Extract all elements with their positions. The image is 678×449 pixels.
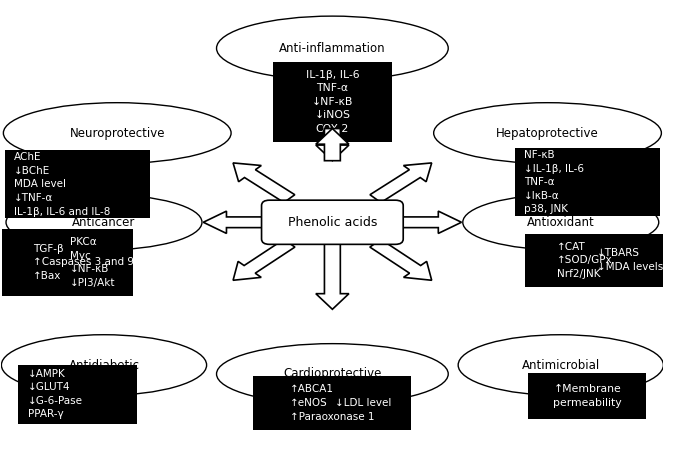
Ellipse shape [1, 335, 207, 396]
FancyBboxPatch shape [262, 200, 403, 244]
Polygon shape [370, 239, 432, 280]
Text: NF-κB
↓IL-1β, IL-6
TNF-α
↓IκB-α
p38, JNK: NF-κB ↓IL-1β, IL-6 TNF-α ↓IκB-α p38, JNK [524, 150, 584, 214]
Text: Antimicrobial: Antimicrobial [521, 359, 600, 372]
Ellipse shape [458, 335, 663, 396]
FancyBboxPatch shape [528, 373, 647, 419]
Ellipse shape [6, 194, 202, 250]
Text: TGF-β
↑Caspases 3 and 9
↑Bax: TGF-β ↑Caspases 3 and 9 ↑Bax [33, 244, 134, 281]
FancyBboxPatch shape [273, 62, 392, 142]
Text: Cardioprotective: Cardioprotective [283, 367, 382, 380]
Text: IL-1β, IL-6
TNF-α
↓NF-κB
↓iNOS
COX-2: IL-1β, IL-6 TNF-α ↓NF-κB ↓iNOS COX-2 [306, 70, 359, 134]
Polygon shape [370, 163, 432, 202]
Text: Anti-inflammation: Anti-inflammation [279, 42, 386, 55]
FancyBboxPatch shape [525, 233, 663, 287]
Ellipse shape [463, 194, 659, 250]
Ellipse shape [216, 16, 448, 80]
FancyBboxPatch shape [5, 150, 150, 218]
FancyBboxPatch shape [515, 148, 660, 216]
Ellipse shape [434, 103, 662, 163]
FancyBboxPatch shape [18, 365, 137, 423]
Polygon shape [233, 163, 295, 202]
Text: ↓LDL level: ↓LDL level [336, 398, 392, 408]
FancyBboxPatch shape [2, 229, 134, 296]
Text: AChE
↓BChE
MDA level
↓TNF-α
IL-1β, IL-6 and IL-8: AChE ↓BChE MDA level ↓TNF-α IL-1β, IL-6 … [14, 152, 111, 216]
Text: ↓AMPK
↓GLUT4
↓G-6-Pase
PPAR-γ: ↓AMPK ↓GLUT4 ↓G-6-Pase PPAR-γ [28, 369, 83, 419]
Text: Neuroprotective: Neuroprotective [69, 127, 165, 140]
Text: Antioxidant: Antioxidant [527, 216, 595, 229]
Polygon shape [316, 240, 349, 309]
Polygon shape [316, 128, 349, 161]
Text: Phenolic acids: Phenolic acids [287, 216, 377, 229]
Text: ↑ABCA1
↑eNOS
↑Paraoxonase 1: ↑ABCA1 ↑eNOS ↑Paraoxonase 1 [290, 384, 375, 422]
Ellipse shape [3, 103, 231, 163]
Text: ↓TBARS
↓MDA levels: ↓TBARS ↓MDA levels [597, 248, 663, 272]
Polygon shape [203, 211, 276, 233]
Text: Anticancer: Anticancer [73, 216, 136, 229]
Text: ↑Membrane
permeability: ↑Membrane permeability [553, 384, 622, 408]
Polygon shape [233, 239, 295, 280]
Text: Antidiabetic: Antidiabetic [68, 359, 140, 372]
Text: ↑CAT
↑SOD/GPx
Nrf2/JNK: ↑CAT ↑SOD/GPx Nrf2/JNK [557, 242, 613, 279]
Text: PKCα
Myc
↓NF-κB
↓PI3/Akt: PKCα Myc ↓NF-κB ↓PI3/Akt [70, 237, 116, 288]
Polygon shape [388, 211, 462, 233]
Polygon shape [316, 128, 349, 161]
FancyBboxPatch shape [254, 376, 412, 430]
Ellipse shape [216, 343, 448, 405]
Text: Hepatoprotective: Hepatoprotective [496, 127, 599, 140]
